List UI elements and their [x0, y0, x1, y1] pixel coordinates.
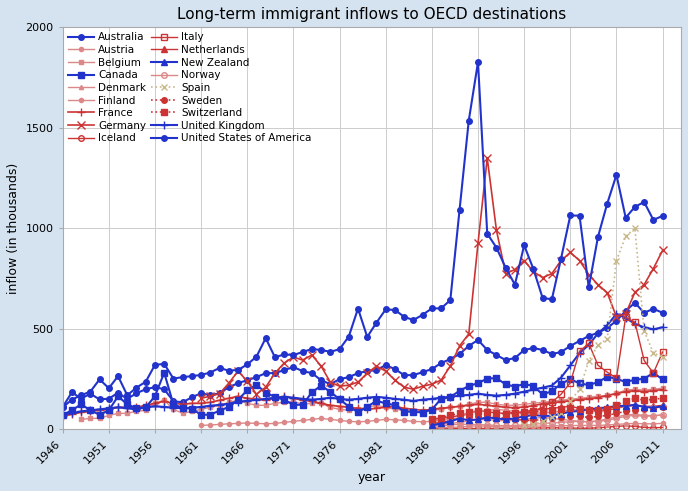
Y-axis label: inflow (in thousands): inflow (in thousands) [7, 163, 20, 294]
Legend: Australia, Austria, Belgium, Canada, Denmark, Finland, France, Germany, Iceland,: Australia, Austria, Belgium, Canada, Den… [66, 30, 314, 145]
X-axis label: year: year [358, 471, 386, 484]
Title: Long-term immigrant inflows to OECD destinations: Long-term immigrant inflows to OECD dest… [178, 7, 566, 22]
